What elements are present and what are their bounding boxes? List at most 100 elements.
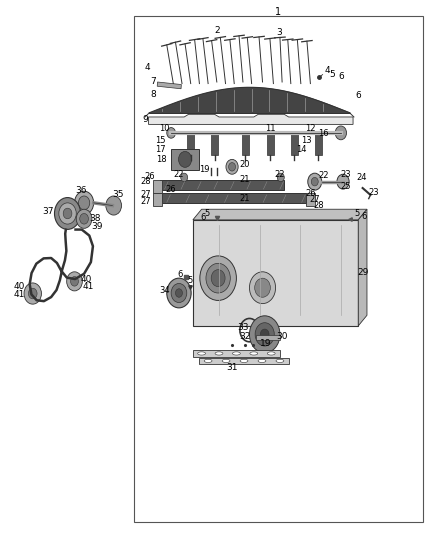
Text: 17: 17	[155, 146, 166, 155]
Bar	[193, 220, 358, 326]
Text: 26: 26	[166, 185, 177, 194]
Text: 29: 29	[358, 268, 369, 277]
Text: 8: 8	[150, 90, 156, 99]
Text: 10: 10	[159, 124, 170, 133]
Bar	[242, 134, 249, 155]
Text: 23: 23	[368, 188, 379, 197]
Circle shape	[229, 163, 236, 171]
Bar	[291, 134, 298, 155]
Circle shape	[63, 208, 72, 219]
Text: 39: 39	[92, 222, 103, 231]
Ellipse shape	[240, 359, 248, 362]
Circle shape	[181, 173, 187, 182]
Text: 18: 18	[156, 155, 167, 164]
Text: 22: 22	[174, 169, 184, 179]
Ellipse shape	[258, 359, 266, 362]
Text: 5: 5	[329, 70, 335, 79]
Bar	[153, 180, 162, 193]
Polygon shape	[358, 209, 367, 326]
Text: 22: 22	[318, 171, 328, 180]
Text: 35: 35	[112, 190, 124, 199]
Circle shape	[171, 284, 187, 303]
Bar	[134, 16, 423, 522]
Bar	[187, 134, 194, 155]
Text: 36: 36	[75, 185, 86, 195]
Circle shape	[335, 126, 346, 140]
Text: 11: 11	[265, 124, 276, 133]
Circle shape	[260, 329, 269, 340]
Text: 40: 40	[14, 282, 25, 291]
Ellipse shape	[233, 352, 240, 355]
Circle shape	[67, 272, 82, 291]
Ellipse shape	[222, 359, 230, 362]
Text: 26: 26	[144, 172, 155, 181]
Text: 27: 27	[309, 195, 320, 204]
Bar	[171, 149, 199, 170]
Text: 19: 19	[260, 340, 272, 349]
Bar	[306, 193, 315, 206]
Bar	[193, 350, 280, 357]
Text: 14: 14	[297, 146, 307, 155]
Text: 6: 6	[338, 72, 344, 81]
Text: 41: 41	[83, 282, 94, 291]
Circle shape	[311, 177, 318, 186]
Circle shape	[308, 173, 322, 190]
Bar	[256, 335, 280, 340]
Text: 40: 40	[81, 275, 92, 284]
Text: 13: 13	[301, 136, 311, 145]
Circle shape	[106, 196, 121, 215]
Text: 20: 20	[240, 160, 251, 169]
Circle shape	[206, 263, 230, 293]
Text: 23: 23	[340, 169, 350, 179]
Circle shape	[59, 203, 76, 224]
Text: 6: 6	[177, 270, 183, 279]
Text: 19: 19	[199, 166, 209, 174]
Text: 6: 6	[355, 91, 361, 100]
Circle shape	[76, 209, 92, 228]
Text: 7: 7	[150, 77, 156, 86]
Circle shape	[167, 278, 191, 308]
Circle shape	[28, 288, 37, 299]
Bar	[267, 134, 274, 155]
Circle shape	[200, 256, 237, 301]
Text: 30: 30	[276, 332, 288, 341]
Polygon shape	[148, 114, 353, 124]
Bar	[199, 358, 289, 364]
Circle shape	[71, 277, 78, 286]
Circle shape	[226, 159, 238, 174]
Bar	[153, 193, 162, 206]
Bar	[160, 180, 284, 190]
Text: 37: 37	[42, 207, 54, 216]
Text: 22: 22	[275, 169, 285, 179]
Text: 9: 9	[142, 115, 148, 124]
Text: 26: 26	[305, 189, 316, 198]
Circle shape	[24, 283, 42, 304]
Circle shape	[78, 196, 90, 210]
Text: 12: 12	[305, 124, 316, 133]
Circle shape	[176, 289, 183, 297]
Ellipse shape	[267, 352, 275, 355]
Ellipse shape	[276, 359, 284, 362]
Bar	[162, 193, 306, 203]
Text: 25: 25	[340, 182, 350, 191]
Text: 5: 5	[355, 209, 360, 218]
Circle shape	[277, 173, 284, 182]
Ellipse shape	[198, 352, 205, 355]
Bar	[315, 134, 322, 155]
Circle shape	[74, 191, 94, 215]
Circle shape	[211, 270, 225, 287]
Text: 33: 33	[237, 323, 249, 332]
Text: 4: 4	[324, 66, 330, 75]
Text: 34: 34	[159, 286, 170, 295]
Text: 21: 21	[240, 194, 251, 203]
Text: 24: 24	[357, 173, 367, 182]
Circle shape	[337, 174, 349, 189]
Text: 28: 28	[314, 201, 325, 210]
Bar	[157, 82, 181, 89]
Text: 38: 38	[90, 214, 101, 223]
Circle shape	[250, 272, 276, 304]
Ellipse shape	[215, 352, 223, 355]
Text: 6: 6	[200, 213, 205, 222]
Text: 27: 27	[141, 197, 151, 206]
Text: 16: 16	[318, 130, 329, 139]
